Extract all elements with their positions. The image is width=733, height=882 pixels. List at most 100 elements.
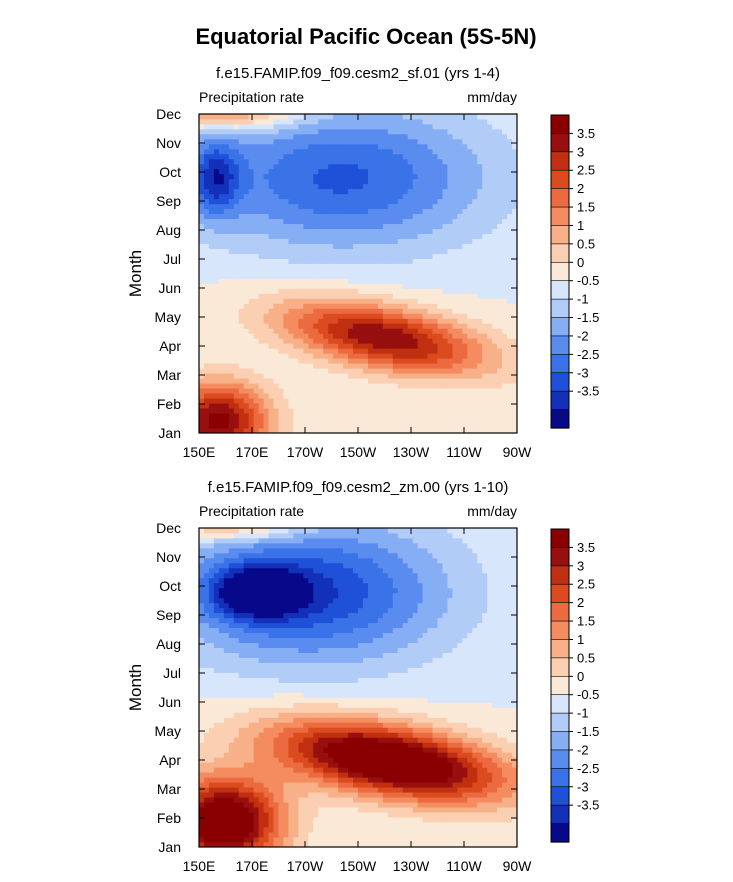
heat-cell xyxy=(213,817,220,823)
heat-cell xyxy=(333,333,339,339)
heat-cell xyxy=(392,248,399,254)
heat-cell xyxy=(392,273,399,279)
heat-cell xyxy=(253,273,260,279)
heat-cell xyxy=(372,318,379,324)
heat-cell xyxy=(427,288,433,294)
heat-cell xyxy=(492,278,498,284)
heat-cell xyxy=(313,298,319,304)
heat-cell xyxy=(432,363,438,369)
heat-cell xyxy=(392,258,399,264)
heat-cell xyxy=(243,827,250,833)
heat-cell xyxy=(407,208,414,215)
heat-cell xyxy=(328,208,334,215)
colorbar-label: -3.5 xyxy=(577,384,599,399)
heat-cell xyxy=(348,373,354,379)
heat-cell xyxy=(507,143,513,150)
heat-cell xyxy=(482,143,488,150)
heat-cell xyxy=(243,143,250,150)
heat-cell xyxy=(268,263,274,269)
heat-cell xyxy=(223,597,230,604)
heat-cell xyxy=(323,343,329,349)
heat-cell xyxy=(467,218,473,225)
heat-cell xyxy=(303,388,309,394)
heat-cell xyxy=(492,403,498,409)
heat-cell xyxy=(422,358,428,364)
heat-cell xyxy=(397,193,404,200)
heat-cell xyxy=(502,143,508,150)
heat-cell xyxy=(213,338,220,344)
heat-cell xyxy=(348,253,354,259)
heat-cell xyxy=(228,572,235,579)
heat-cell xyxy=(427,178,433,185)
heat-cell xyxy=(288,313,294,319)
heat-cell xyxy=(422,288,428,294)
heat-cell xyxy=(353,413,359,419)
heat-cell xyxy=(243,822,250,828)
heat-cell xyxy=(199,702,205,708)
heat-cell xyxy=(437,248,443,254)
heat-cell xyxy=(487,398,493,404)
heat-cell xyxy=(278,348,284,354)
heat-cell xyxy=(199,233,205,240)
heat-cell xyxy=(238,552,245,559)
heat-cell xyxy=(392,148,399,155)
heat-cell xyxy=(303,393,309,399)
heat-cell xyxy=(338,278,344,284)
heat-cell xyxy=(437,243,443,249)
heat-cell xyxy=(457,183,463,190)
heat-cell xyxy=(497,343,503,349)
heat-cell xyxy=(233,278,240,284)
heat-cell xyxy=(283,123,289,130)
heat-cell xyxy=(447,133,453,140)
heat-cell xyxy=(268,163,274,170)
heat-cell xyxy=(338,288,344,294)
heat-cell xyxy=(392,238,399,244)
heat-cell xyxy=(203,532,210,539)
heat-cell xyxy=(412,223,419,230)
heat-cell xyxy=(243,153,250,160)
heat-cell xyxy=(502,343,508,349)
heat-cell xyxy=(228,642,235,649)
heat-cell xyxy=(447,158,453,165)
heat-cell xyxy=(248,138,255,145)
heat-cell xyxy=(372,228,379,235)
heat-cell xyxy=(432,268,438,274)
heat-cell xyxy=(228,128,235,135)
heat-cell xyxy=(442,273,448,279)
heat-cell xyxy=(253,562,260,569)
heat-cell xyxy=(427,168,433,175)
heat-cell xyxy=(323,268,329,274)
heat-cell xyxy=(228,213,235,220)
heat-cell xyxy=(228,737,235,743)
heat-cell xyxy=(218,772,225,778)
heat-cell xyxy=(422,333,428,339)
heat-cell xyxy=(283,133,289,140)
heat-cell xyxy=(333,143,339,150)
heat-cell xyxy=(213,208,220,215)
heat-cell xyxy=(243,722,250,728)
heat-cell xyxy=(238,313,245,319)
heat-cell xyxy=(218,692,225,698)
heat-cell xyxy=(288,128,294,135)
heat-cell xyxy=(482,123,488,130)
heat-cell xyxy=(422,114,428,120)
heat-cell xyxy=(308,273,314,279)
heat-cell xyxy=(407,168,414,175)
heat-cell xyxy=(288,168,294,175)
heat-cell xyxy=(323,398,329,404)
heat-cell xyxy=(437,413,443,419)
heat-cell xyxy=(218,218,225,225)
heat-cell xyxy=(199,602,205,609)
heat-cell xyxy=(298,173,304,180)
heat-cell xyxy=(338,188,344,195)
heat-cell xyxy=(338,298,344,304)
heat-cell xyxy=(303,413,309,419)
heat-cell xyxy=(199,183,205,190)
heat-cell xyxy=(258,737,264,743)
heat-cell xyxy=(333,283,339,289)
heat-cell xyxy=(199,148,205,155)
heat-cell xyxy=(402,268,409,274)
heat-cell xyxy=(268,348,274,354)
heat-cell xyxy=(253,318,260,324)
